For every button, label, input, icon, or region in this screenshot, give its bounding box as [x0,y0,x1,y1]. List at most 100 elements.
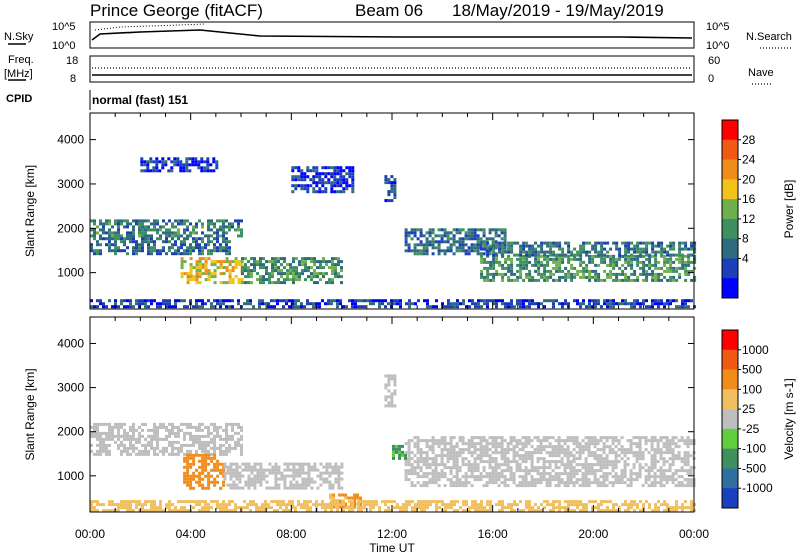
scatter-cell [237,228,240,232]
scatter-cell [147,443,150,447]
scatter-cell [548,442,552,446]
scatter-cell [156,425,159,429]
scatter-cell [489,299,492,303]
scatter-cell [528,253,532,257]
scatter-cell [298,471,302,475]
scatter-cell [537,272,541,276]
scatter-cell [198,249,201,253]
scatter-cell [419,439,423,443]
scatter-cell [315,184,319,188]
scatter-cell [656,481,660,485]
scatter-cell [480,503,483,507]
scatter-cell [289,468,293,472]
scatter-cell [216,446,219,450]
scatter-cell [141,240,144,244]
scatter-cell [479,454,483,458]
scatter-cell [551,448,555,452]
scatter-cell [123,446,126,450]
scatter-cell [162,231,165,235]
scatter-cell [231,434,234,438]
scatter-cell [268,278,271,282]
scatter-cell [180,506,183,510]
scatter-cell [228,443,231,447]
scatter-cell [171,440,174,444]
scatter-cell [642,278,646,282]
scatter-cell [561,253,565,257]
scatter-cell [581,466,585,470]
scatter-cell [174,452,177,456]
colorbar-tick-label: 8 [742,232,749,246]
scatter-cell [494,451,498,455]
scatter-cell [669,266,673,270]
scatter-cell [449,436,453,440]
scatter-cell [213,281,217,285]
scatter-cell [429,503,432,507]
scatter-cell [297,503,300,507]
scatter-cell [507,247,511,251]
scatter-cell [590,466,594,470]
scatter-cell [602,472,606,476]
scatter-cell [192,453,196,457]
scatter-cell [572,454,576,458]
scatter-cell [177,222,180,226]
scatter-cell [431,469,435,473]
scatter-cell [579,275,583,279]
scatter-cell [656,475,660,479]
scatter-cell [482,448,486,452]
scatter-cell [506,466,510,470]
scatter-cell [300,169,304,173]
scatter-cell [588,500,591,504]
scatter-cell [310,275,313,279]
scatter-cell [372,500,375,504]
scatter-cell [234,260,238,264]
scatter-cell [516,503,519,507]
scatter-cell [678,275,682,279]
scatter-cell [306,175,310,179]
scatter-cell [150,240,153,244]
scatter-cell [458,451,462,455]
scatter-cell [446,249,450,253]
scatter-cell [168,452,171,456]
scatter-cell [503,451,507,455]
scatter-cell [624,253,628,257]
scatter-cell [498,250,502,254]
scatter-cell [662,463,666,467]
scatter-cell [273,500,276,504]
scatter-cell [301,269,304,273]
scatter-cell [458,246,462,250]
scatter-cell [435,500,438,504]
scatter-cell [291,299,294,303]
scatter-cell [587,439,591,443]
scatter-cell [650,460,654,464]
scatter-cell [351,305,354,309]
scatter-cell [620,475,624,479]
scatter-cell [393,374,397,378]
scatter-cell [153,500,156,504]
scatter-cell [247,266,250,270]
scatter-cell [534,257,538,261]
scatter-cell [226,483,230,487]
scatter-cell [162,425,165,429]
scatter-cell [206,169,210,173]
scatter-cell [546,275,550,279]
scatter-cell [671,481,675,485]
scatter-cell [530,478,534,482]
scatter-cell [96,305,99,309]
scatter-cell [334,275,337,279]
scatter-cell [294,509,297,513]
scatter-cell [536,439,540,443]
scatter-cell [522,257,526,261]
scatter-cell [321,503,324,507]
scatter-cell [171,231,174,235]
scatter-cell [99,243,102,247]
scatter-cell [422,451,426,455]
scatter-cell [426,500,429,504]
scatter-cell [593,454,597,458]
scatter-cell [348,506,351,510]
scatter-cell [483,260,487,264]
scatter-cell [492,299,495,303]
scatter-cell [93,500,96,504]
scatter-cell [213,422,216,426]
scatter-cell [132,228,135,232]
scatter-cell [165,503,168,507]
